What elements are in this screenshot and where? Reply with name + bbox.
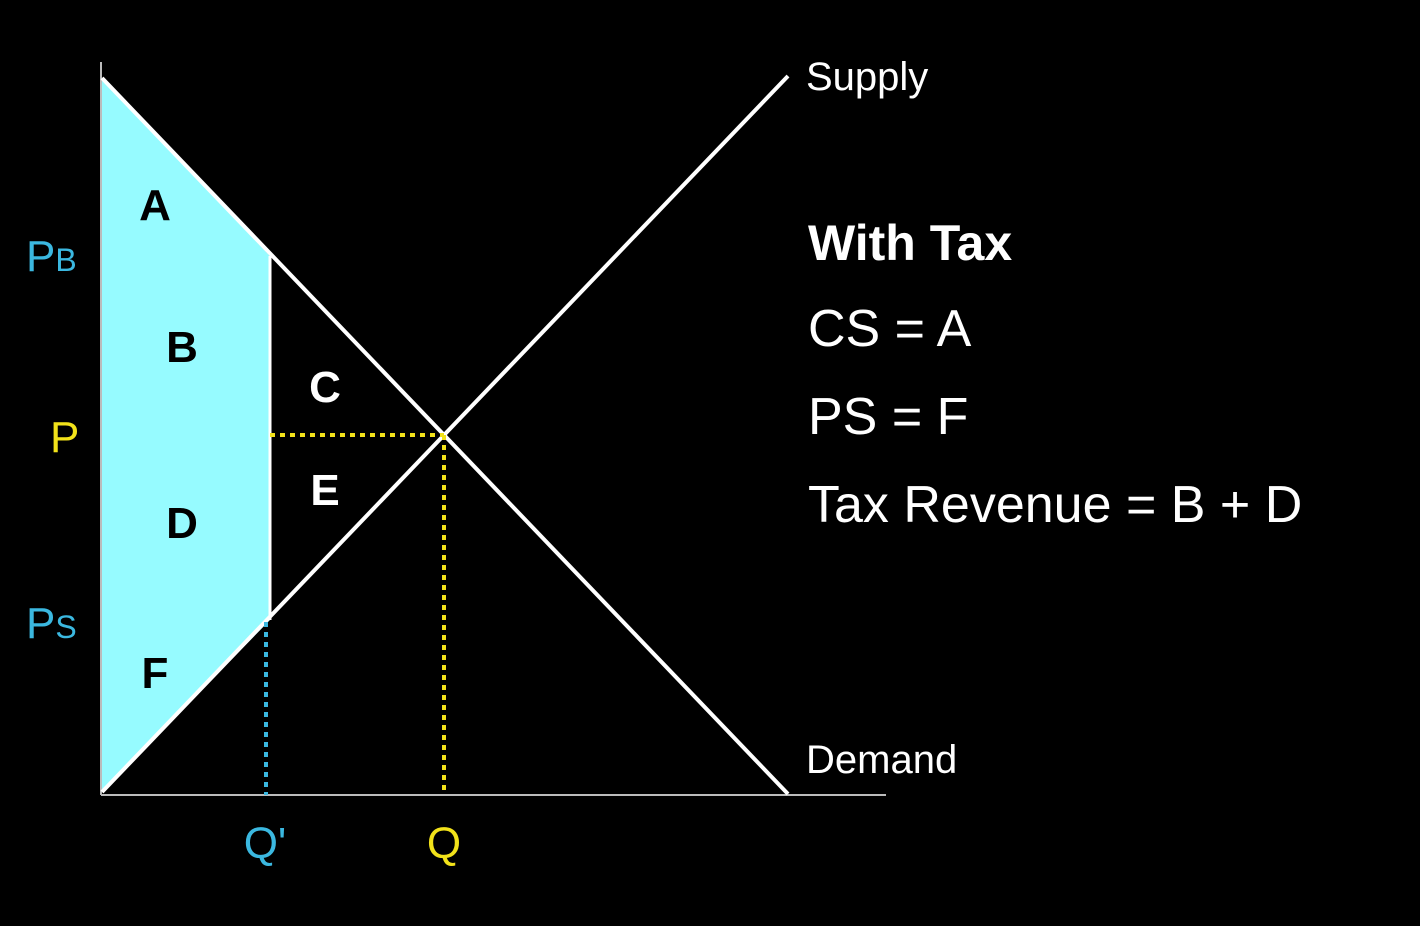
supply-curve <box>100 74 790 794</box>
demand-label: Demand <box>806 738 957 782</box>
region-b-label: B <box>166 323 198 372</box>
seller-price-label: PS <box>26 599 77 648</box>
equilibrium-price-label: P <box>50 413 79 462</box>
seller-price-subscript: S <box>55 609 76 645</box>
buyer-price-base: P <box>26 232 55 281</box>
seller-price-base: P <box>26 599 55 648</box>
supply-label: Supply <box>806 55 928 99</box>
summary-title: With Tax <box>808 215 1013 271</box>
buyer-price-label: PB <box>26 232 77 281</box>
tax-quantity-label: Q' <box>244 819 287 868</box>
region-d-label: D <box>166 499 198 548</box>
region-e-label: E <box>310 466 339 515</box>
producer-surplus-formula: PS = F <box>808 388 969 446</box>
shaded-region <box>102 78 270 792</box>
summary-panel: With Tax CS = A PS = F Tax Revenue = B +… <box>808 212 1408 560</box>
tax-revenue-formula: Tax Revenue = B + D <box>808 476 1303 534</box>
consumer-surplus-formula: CS = A <box>808 300 972 358</box>
region-a-label: A <box>139 181 171 230</box>
region-c-label: C <box>309 363 341 412</box>
equilibrium-quantity-label: Q <box>427 819 461 868</box>
buyer-price-subscript: B <box>55 242 76 278</box>
region-f-label: F <box>142 649 169 698</box>
